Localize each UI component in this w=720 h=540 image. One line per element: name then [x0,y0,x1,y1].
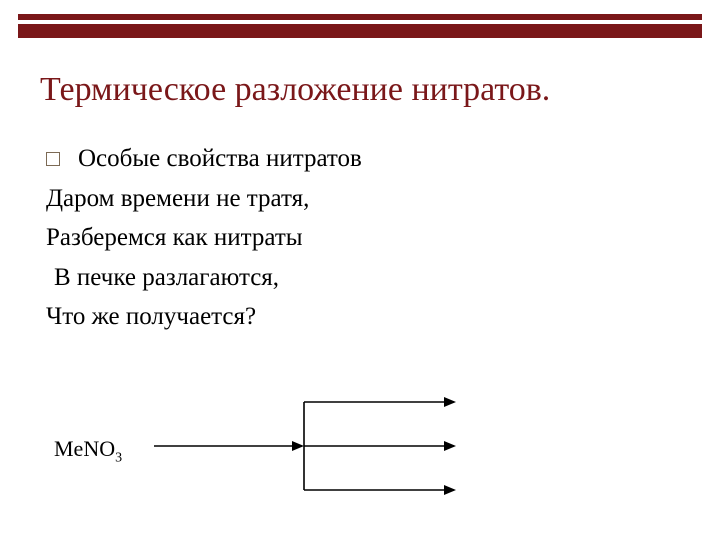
slide-title: Термическое разложение нитратов. [40,70,680,111]
arrow-group [154,402,454,490]
border-band-thick [18,24,702,38]
body-text: Особые свойства нитратов Даром времени н… [46,140,680,338]
formula-text: MeNO [54,436,115,461]
poem-line: Разберемся как нитраты [46,219,680,257]
poem-line: Даром времени не тратя, [46,180,680,218]
bullet-list-item: Особые свойства нитратов [46,140,680,178]
slide: Термическое разложение нитратов. Особые … [0,0,720,540]
poem-line: В печке разлагаются, [46,259,680,297]
top-border [18,14,702,38]
border-band-thin [18,14,702,20]
bullet-text: Особые свойства нитратов [78,140,362,178]
formula-label: MeNO3 [54,436,122,466]
formula-subscript: 3 [115,450,122,465]
square-bullet-icon [46,152,60,166]
decomposition-diagram: MeNO3 [54,380,474,510]
poem-line: Что же получается? [46,298,680,336]
